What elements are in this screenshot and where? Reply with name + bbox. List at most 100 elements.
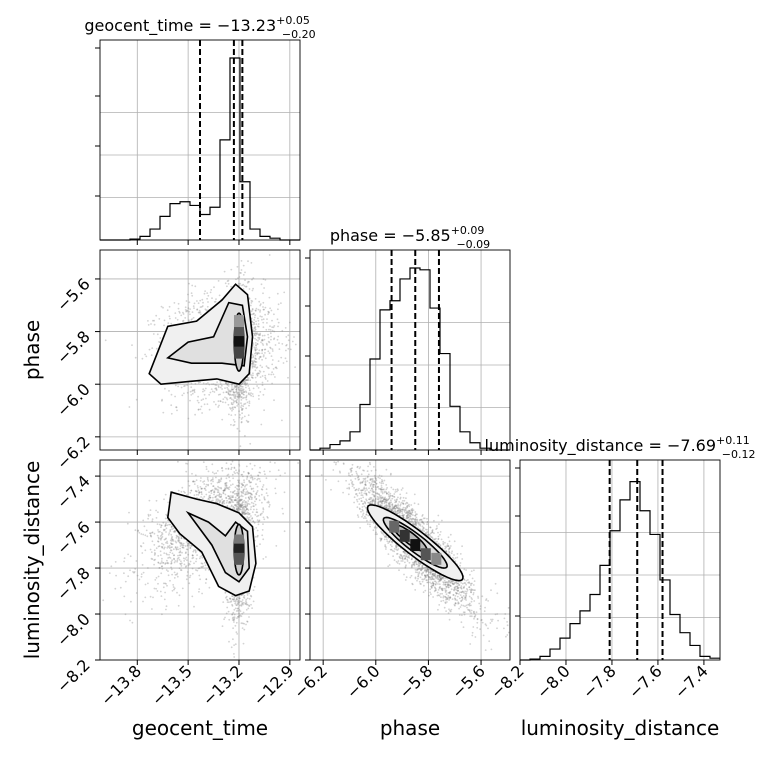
sample-point xyxy=(255,339,258,341)
sample-point xyxy=(211,383,213,386)
sample-point xyxy=(221,418,224,421)
sample-point xyxy=(190,386,193,389)
sample-point xyxy=(174,530,177,532)
sample-point xyxy=(212,383,215,386)
sample-point xyxy=(185,556,188,559)
sample-point xyxy=(175,548,178,551)
sample-point xyxy=(193,605,195,608)
sample-point xyxy=(250,488,253,491)
sample-point xyxy=(221,469,224,472)
sample-point xyxy=(206,305,209,308)
sample-point xyxy=(243,396,246,399)
sample-point xyxy=(251,323,254,326)
sample-point xyxy=(256,352,258,355)
sample-point xyxy=(262,321,265,324)
sample-point xyxy=(224,401,227,404)
sample-point xyxy=(266,344,268,346)
sample-point xyxy=(248,387,251,390)
sample-point xyxy=(251,308,254,311)
sample-point xyxy=(230,499,233,502)
sample-point xyxy=(219,386,222,389)
sample-point xyxy=(188,310,191,313)
sample-point xyxy=(163,319,166,322)
sample-point xyxy=(139,545,142,547)
sample-point xyxy=(215,487,218,490)
sample-point xyxy=(264,348,267,351)
sample-point xyxy=(227,388,230,391)
sample-point xyxy=(273,313,275,316)
sample-point xyxy=(243,415,246,418)
sample-point xyxy=(250,481,253,484)
sample-point xyxy=(165,527,168,530)
sample-point xyxy=(132,571,134,573)
sample-point xyxy=(245,383,248,386)
sample-point xyxy=(175,541,178,544)
sample-point xyxy=(234,414,237,416)
sample-point xyxy=(243,499,246,502)
sample-point xyxy=(257,319,260,322)
sample-point xyxy=(252,356,255,359)
sample-point xyxy=(230,423,232,426)
sample-point xyxy=(204,290,207,292)
sample-point xyxy=(247,414,250,417)
sample-point xyxy=(193,562,195,565)
sample-point xyxy=(240,269,243,271)
sample-point xyxy=(261,339,264,342)
sample-point xyxy=(256,325,259,328)
sample-point xyxy=(187,417,190,420)
sample-point xyxy=(169,557,172,559)
sample-point xyxy=(196,308,199,311)
sample-point xyxy=(251,361,254,364)
sample-point xyxy=(227,282,230,285)
sample-point xyxy=(238,410,241,413)
sample-point xyxy=(226,474,229,477)
sample-point xyxy=(254,349,257,352)
sample-point xyxy=(142,542,145,544)
sample-point xyxy=(190,394,193,396)
sample-point xyxy=(263,334,266,337)
sample-point xyxy=(151,520,154,522)
sample-point xyxy=(223,489,226,491)
sample-point xyxy=(267,350,270,353)
sample-point xyxy=(129,619,131,622)
sample-point xyxy=(213,490,216,493)
sample-point xyxy=(226,383,229,386)
sample-point xyxy=(119,586,122,589)
sample-point xyxy=(196,554,199,556)
sample-point xyxy=(166,309,169,312)
sample-point xyxy=(195,557,198,560)
density-cell xyxy=(233,325,244,338)
sample-point xyxy=(222,398,225,400)
sample-point xyxy=(219,496,222,499)
sample-point xyxy=(177,535,180,538)
sample-point xyxy=(232,401,235,404)
sample-point xyxy=(251,477,254,479)
sample-point xyxy=(267,313,269,315)
sample-point xyxy=(186,571,189,573)
sample-point xyxy=(177,538,180,541)
sample-point xyxy=(149,534,152,537)
sample-point xyxy=(188,484,191,487)
sample-point xyxy=(189,491,192,494)
sample-point xyxy=(222,601,225,603)
sample-point xyxy=(123,595,126,598)
sample-point xyxy=(173,577,176,579)
sample-point xyxy=(180,569,183,572)
sample-point xyxy=(157,582,159,585)
sample-point xyxy=(155,577,158,579)
sample-point xyxy=(225,477,228,480)
sample-point xyxy=(256,332,259,334)
sample-point xyxy=(256,385,258,387)
sample-point xyxy=(165,608,167,611)
sample-point xyxy=(257,372,260,375)
sample-point xyxy=(252,487,255,490)
sample-point xyxy=(149,514,152,516)
sample-point xyxy=(165,569,168,571)
sample-point xyxy=(267,333,269,336)
sample-point xyxy=(147,320,149,322)
sample-point xyxy=(255,381,258,383)
sample-point xyxy=(241,386,244,388)
sample-point xyxy=(261,339,264,342)
sample-point xyxy=(166,542,169,545)
sample-point xyxy=(224,381,227,384)
